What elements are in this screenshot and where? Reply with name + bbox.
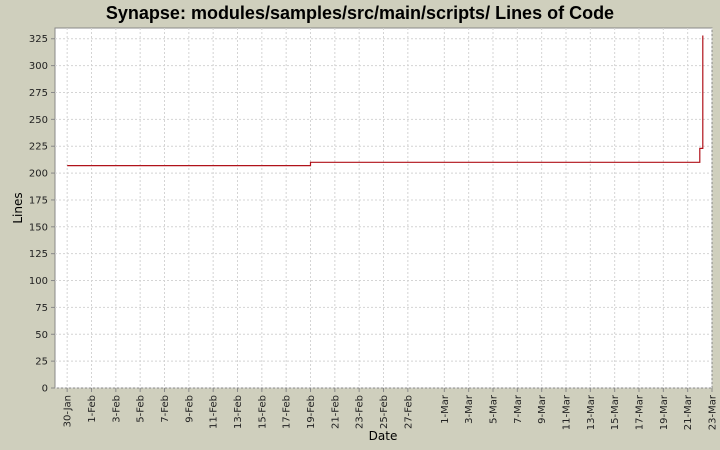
y-tick-label: 325 <box>29 34 48 45</box>
y-tick-label: 25 <box>35 357 48 368</box>
x-tick-label: 25-Feb <box>379 395 390 429</box>
chart-title: Synapse: modules/samples/src/main/script… <box>105 3 615 23</box>
y-tick-label: 75 <box>35 303 48 314</box>
grid-lines <box>55 28 713 389</box>
x-tick-label: 11-Feb <box>209 395 220 429</box>
y-tick-label: 100 <box>29 276 48 287</box>
x-tick-label: 5-Feb <box>136 395 147 423</box>
y-tick-label: 250 <box>29 115 48 126</box>
x-tick-label: 19-Feb <box>306 395 317 429</box>
x-tick-label: 9-Feb <box>184 395 195 423</box>
y-tick-label: 225 <box>29 142 48 153</box>
x-tick-label: 27-Feb <box>403 395 414 429</box>
y-tick-label: 200 <box>29 169 48 180</box>
x-tick-label: 19-Mar <box>659 394 670 430</box>
x-tick-label: 23-Mar <box>708 394 719 430</box>
x-tick-label: 13-Feb <box>233 395 244 429</box>
x-tick-label: 7-Feb <box>160 395 171 423</box>
x-tick-label: 1-Feb <box>87 395 98 423</box>
x-tick-label: 17-Mar <box>635 394 646 430</box>
x-tick-label: 23-Feb <box>355 395 366 429</box>
x-tick-label: 17-Feb <box>282 395 293 429</box>
x-tick-label: 3-Feb <box>111 395 122 423</box>
x-tick-label: 7-Mar <box>513 394 524 424</box>
y-tick-label: 0 <box>42 384 48 395</box>
x-tick-label: 15-Mar <box>610 394 621 430</box>
y-tick-label: 175 <box>29 195 48 206</box>
x-tick-label: 15-Feb <box>257 395 268 429</box>
x-axis-title: Date <box>369 429 398 443</box>
y-axis-title: Lines <box>11 192 25 223</box>
x-tick-label: 5-Mar <box>489 394 500 424</box>
x-tick-label: 3-Mar <box>464 394 475 424</box>
y-tick-label: 150 <box>29 222 48 233</box>
axes: 0 25 50 75 100 125 150 175 200 225 250 275 300 325 30-… <box>29 34 719 430</box>
x-tick-label: 11-Mar <box>562 394 573 430</box>
y-tick-label: 50 <box>35 330 48 341</box>
x-tick-label: 9-Mar <box>537 394 548 424</box>
series-line <box>67 35 704 167</box>
x-tick-label: 13-Mar <box>586 394 597 430</box>
y-tick-label: 300 <box>29 61 48 72</box>
x-tick-label: 21-Feb <box>330 395 341 429</box>
y-tick-label: 275 <box>29 88 48 99</box>
x-tick-label: 30-Jan <box>63 395 74 427</box>
x-tick-label: 1-Mar <box>440 394 451 424</box>
series-layer <box>67 35 704 167</box>
y-tick-label: 125 <box>29 249 48 260</box>
x-tick-label: 21-Mar <box>683 394 694 430</box>
